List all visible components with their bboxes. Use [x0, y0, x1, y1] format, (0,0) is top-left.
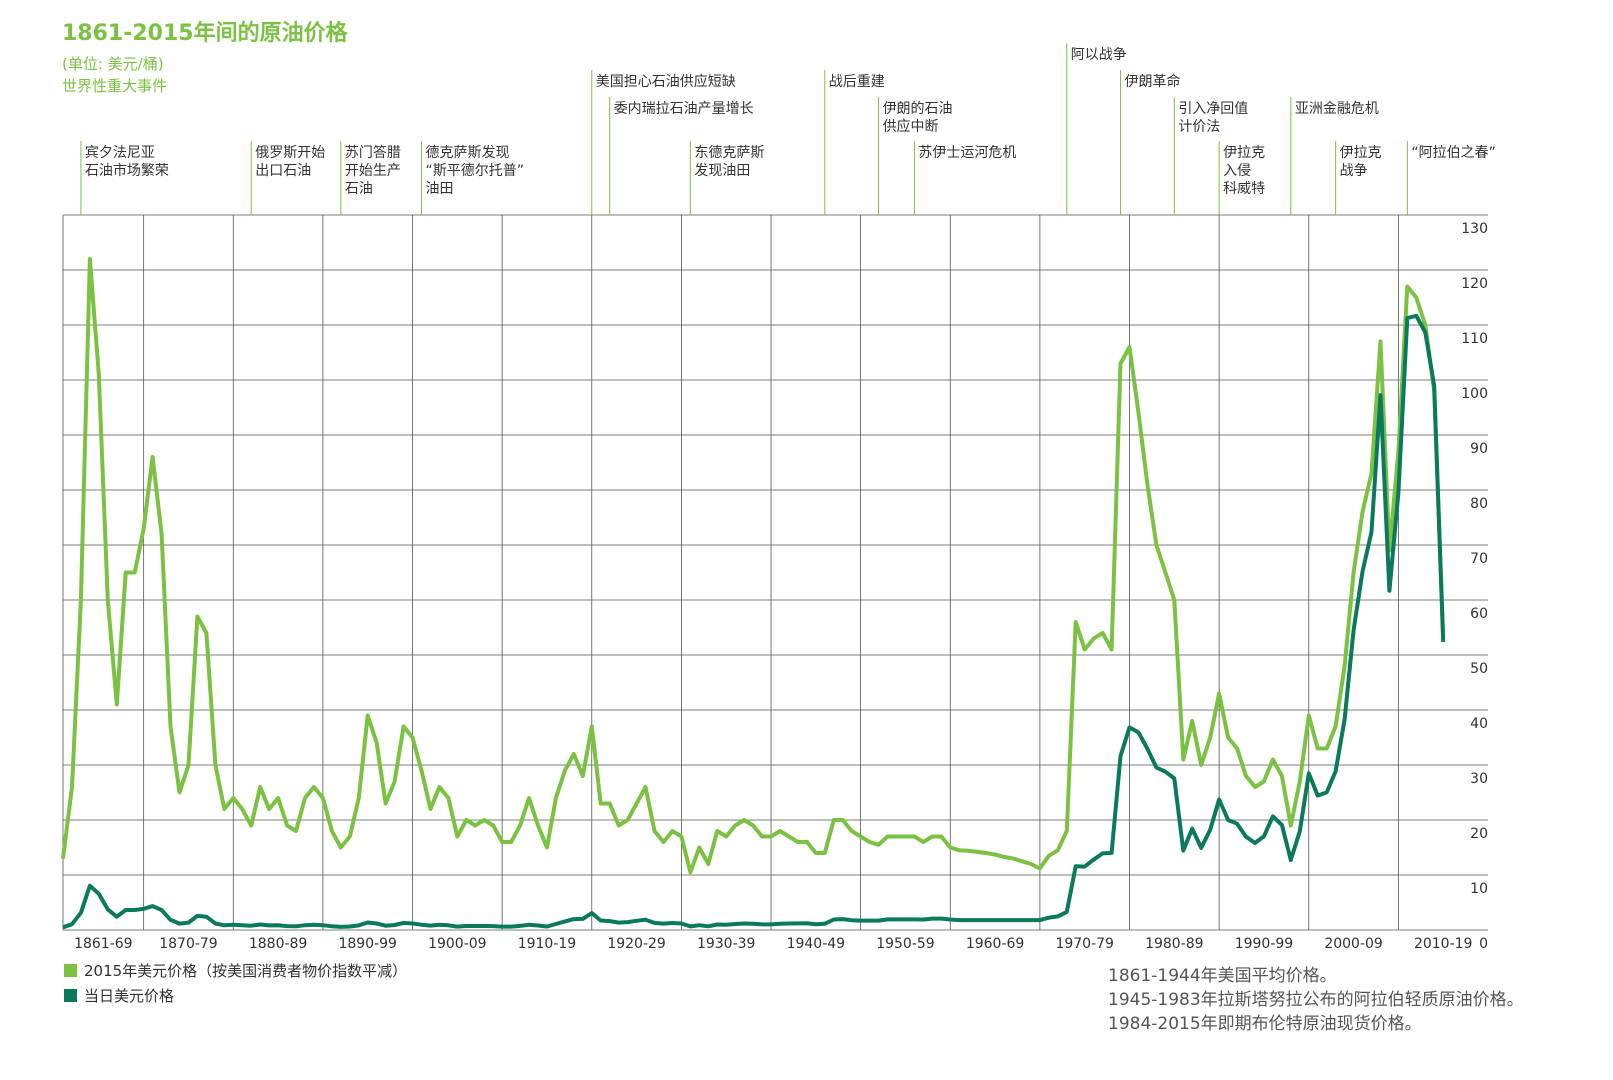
series-line [61, 257, 1446, 875]
event-label: 石油 [345, 181, 373, 197]
y-tick-label: 40 [1470, 716, 1488, 732]
event-label: 供应中断 [883, 118, 939, 135]
x-tick-label: 2000-09 [1324, 936, 1383, 952]
event-label: 入侵 [1223, 162, 1251, 179]
y-tick-label: 130 [1461, 221, 1488, 237]
legend-label: 2015年美元价格（按美国消费者物价指数平减） [84, 962, 407, 980]
y-tick-label: 110 [1461, 331, 1488, 347]
event-label: 德克萨斯发现 [425, 145, 509, 161]
x-tick-label: 1900-09 [428, 936, 487, 952]
event-label: 亚洲金融危机 [1295, 101, 1379, 117]
y-tick-label: 30 [1470, 771, 1488, 787]
x-tick-label: 1870-79 [159, 936, 218, 952]
event-label: 战争 [1340, 163, 1368, 179]
event-label: 委内瑞拉石油产量增长 [614, 101, 754, 117]
event-label: 引入净回值 [1178, 101, 1248, 117]
chart-subtitle: (单位: 美元/桶) [62, 55, 164, 73]
y-tick-label: 0 [1479, 936, 1488, 952]
chart-title: 1861-2015年间的原油价格 [62, 20, 349, 46]
event-label: 石油市场繁荣 [85, 162, 169, 179]
x-tick-label: 1960-69 [966, 936, 1025, 952]
x-tick-label: 1910-19 [518, 936, 577, 952]
events-heading: 世界性重大事件 [62, 77, 167, 95]
x-tick-label: 2010-19 [1414, 936, 1473, 952]
event-label: “斯平德尔托普” [425, 163, 524, 179]
note: 1945-1983年拉斯塔努拉公布的阿拉伯轻质原油价格。 [1108, 990, 1524, 1010]
x-tick-label: 1930-39 [697, 936, 756, 952]
note: 1984-2015年即期布伦特原油现货价格。 [1108, 1014, 1422, 1034]
event-label: 伊拉克 [1340, 145, 1382, 161]
x-tick-label: 1970-79 [1055, 936, 1114, 952]
y-tick-label: 60 [1470, 606, 1488, 622]
x-tick-label: 1890-99 [338, 936, 397, 952]
y-tick-label: 10 [1470, 881, 1488, 897]
x-tick-label: 1880-89 [249, 936, 308, 952]
event-label: 俄罗斯开始 [255, 145, 325, 161]
event-label: 出口石油 [255, 163, 311, 179]
event-label: 苏伊士运河危机 [918, 145, 1016, 161]
event-label: 东德克萨斯 [694, 145, 764, 161]
event-label: “阿拉伯之春” [1411, 145, 1496, 161]
event-label: 开始生产 [345, 163, 401, 179]
event-label: 科威特 [1223, 181, 1265, 197]
y-tick-label: 100 [1461, 386, 1488, 402]
event-label: 战后重建 [829, 74, 885, 90]
y-tick-label: 20 [1470, 826, 1488, 842]
x-tick-label: 1980-89 [1145, 936, 1204, 952]
x-tick-label: 1990-99 [1235, 936, 1294, 952]
legend-swatch [64, 964, 77, 977]
y-tick-label: 70 [1470, 551, 1488, 567]
y-tick-label: 90 [1470, 441, 1488, 457]
event-label: 计价法 [1178, 119, 1220, 135]
event-label: 伊朗革命 [1125, 73, 1181, 90]
series-line [62, 313, 1446, 930]
legend-swatch [64, 989, 77, 1002]
x-tick-label: 1920-29 [607, 936, 666, 952]
event-label: 伊朗的石油 [883, 101, 953, 117]
y-tick-label: 50 [1470, 661, 1488, 677]
x-tick-label: 1940-49 [787, 936, 846, 952]
event-label: 油田 [425, 181, 453, 197]
x-tick-label: 1950-59 [876, 936, 935, 952]
event-label: 阿以战争 [1071, 47, 1127, 63]
event-label: 宾夕法尼亚 [85, 145, 155, 161]
y-tick-label: 80 [1470, 496, 1488, 512]
legend-label: 当日美元价格 [84, 987, 174, 1005]
event-label: 发现油田 [694, 163, 750, 179]
note: 1861-1944年美国平均价格。 [1108, 966, 1337, 986]
x-tick-label: 1861-69 [74, 936, 133, 952]
event-label: 美国担心石油供应短缺 [596, 73, 736, 90]
event-label: 苏门答腊 [345, 144, 401, 161]
event-label: 伊拉克 [1223, 145, 1265, 161]
y-tick-label: 120 [1461, 276, 1488, 292]
